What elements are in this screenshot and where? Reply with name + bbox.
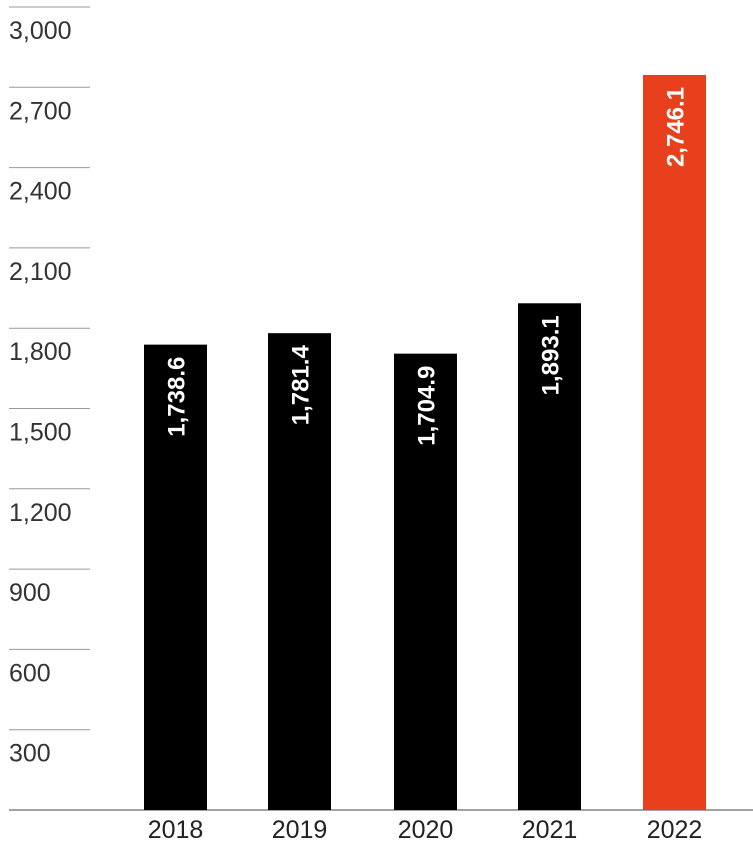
- x-tick-label: 2022: [647, 816, 703, 841]
- bar-value-label: 2,746.1: [663, 87, 690, 167]
- bar: [518, 303, 581, 810]
- bar: [268, 333, 331, 810]
- y-tick-label: 2,700: [9, 97, 72, 125]
- x-tick-label: 2018: [148, 816, 204, 841]
- y-tick-label: 2,100: [9, 258, 72, 286]
- y-tick-label: 2,400: [9, 178, 72, 206]
- x-tick-label: 2021: [522, 816, 578, 841]
- y-tick-label: 3,000: [9, 17, 72, 45]
- bar-value-label: 1,738.6: [164, 357, 191, 437]
- bar: [144, 344, 207, 810]
- x-tick-label: 2020: [398, 816, 454, 841]
- y-tick-label: 1,500: [9, 419, 72, 447]
- bar: [643, 74, 706, 810]
- x-tick-label: 2019: [272, 816, 328, 841]
- y-tick-label: 900: [9, 579, 51, 607]
- y-tick-label: 300: [9, 740, 51, 768]
- bar-value-label: 1,781.4: [288, 345, 315, 426]
- y-tick-label: 600: [9, 659, 51, 687]
- y-tick-label: 1,200: [9, 499, 72, 527]
- bar: [394, 353, 457, 810]
- bar-value-label: 1,893.1: [538, 315, 565, 395]
- bar-value-label: 1,704.9: [414, 366, 441, 446]
- y-tick-label: 1,800: [9, 338, 72, 366]
